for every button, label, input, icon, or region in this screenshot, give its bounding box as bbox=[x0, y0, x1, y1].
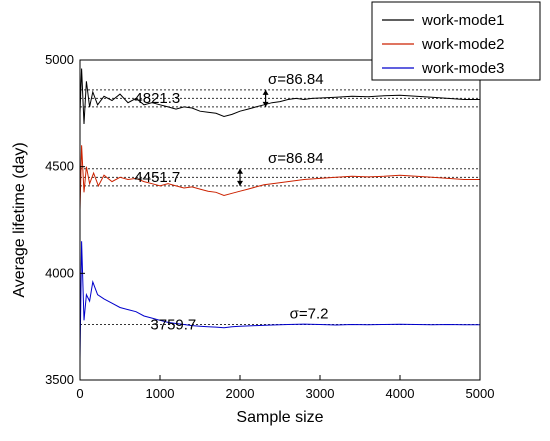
series-line-work-mode3 bbox=[79, 241, 480, 359]
x-axis-ticks: 0 1000 2000 3000 4000 5000 bbox=[76, 375, 494, 401]
series-line-work-mode1 bbox=[79, 68, 480, 125]
sigma-label: σ=7.2 bbox=[290, 306, 329, 323]
y-axis-ticks: 3500 4000 4500 5000 bbox=[45, 52, 85, 387]
plot-area bbox=[80, 60, 480, 380]
sigma-label: σ=86.84 bbox=[268, 150, 324, 167]
series-line-work-mode2 bbox=[79, 145, 480, 210]
legend: work-mode1 work-mode2 work-mode3 bbox=[371, 1, 541, 81]
y-tick-label: 3500 bbox=[45, 372, 74, 387]
x-tick-label: 3000 bbox=[306, 386, 335, 401]
sigma-arrow-head-down bbox=[237, 180, 243, 186]
series-lines bbox=[79, 68, 480, 359]
mean-value-label: 4821.3 bbox=[134, 90, 180, 107]
x-tick-label: 0 bbox=[76, 386, 83, 401]
y-axis-label: Average lifetime (day) bbox=[11, 142, 28, 297]
mean-value-label: 4451.7 bbox=[134, 169, 180, 186]
mean-value-label: 3759.7 bbox=[150, 317, 196, 334]
legend-box bbox=[371, 1, 541, 81]
legend-items: work-mode1 work-mode2 work-mode3 bbox=[382, 12, 505, 77]
sigma-label: σ=86.84 bbox=[268, 71, 324, 88]
legend-label: work-mode1 bbox=[421, 12, 505, 29]
legend-label: work-mode3 bbox=[421, 60, 505, 77]
x-tick-label: 5000 bbox=[466, 386, 495, 401]
plot-border bbox=[79, 59, 481, 381]
x-tick-label: 2000 bbox=[226, 386, 255, 401]
y-tick-label: 4000 bbox=[45, 265, 74, 280]
x-tick-label: 4000 bbox=[386, 386, 415, 401]
x-tick-label: 1000 bbox=[146, 386, 175, 401]
y-tick-label: 4500 bbox=[45, 159, 74, 174]
sigma-arrow-head-up bbox=[262, 89, 269, 95]
x-axis-label: Sample size bbox=[236, 409, 323, 426]
annotations: 4821.3 σ=86.84 4451.7 σ=86.84 3759.7 σ=7.2 bbox=[134, 71, 328, 334]
y-tick-label: 5000 bbox=[45, 52, 74, 67]
sigma-arrow-head-down bbox=[262, 101, 269, 107]
sigma-arrow-head-up bbox=[237, 168, 243, 174]
legend-label: work-mode2 bbox=[421, 36, 505, 53]
